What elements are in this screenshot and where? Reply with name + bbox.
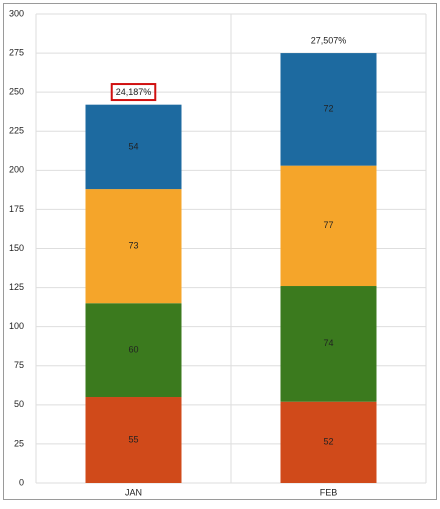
- y-tick-label: 225: [9, 126, 24, 136]
- bar-segment: [280, 53, 377, 166]
- y-tick-label: 0: [19, 477, 24, 487]
- x-tick-label: JAN: [125, 487, 142, 497]
- bar-segment: [280, 401, 377, 483]
- data-label: 60: [128, 344, 138, 354]
- bar-segment: [280, 286, 377, 402]
- y-tick-label: 125: [9, 282, 24, 292]
- y-tick-label: 300: [9, 8, 24, 18]
- data-label: 74: [323, 338, 333, 348]
- total-label: 24,187%: [116, 87, 152, 97]
- y-tick-label: 25: [14, 438, 24, 448]
- y-tick-label: 75: [14, 360, 24, 370]
- y-tick-label: 275: [9, 47, 24, 57]
- bar-segment: [85, 104, 182, 190]
- highlight-box: [110, 83, 157, 102]
- y-tick-label: 50: [14, 399, 24, 409]
- bar-segment: [85, 303, 182, 398]
- data-label: 55: [128, 434, 138, 444]
- data-label: 52: [323, 437, 333, 447]
- bar-segment: [280, 165, 377, 287]
- data-label: 54: [128, 141, 138, 151]
- data-label: 77: [323, 220, 333, 230]
- y-tick-label: 175: [9, 204, 24, 214]
- bar-segment: [85, 189, 182, 304]
- y-tick-label: 100: [9, 321, 24, 331]
- data-label: 73: [128, 241, 138, 251]
- total-label: 27,507%: [311, 35, 347, 45]
- y-tick-label: 150: [9, 243, 24, 253]
- data-label: 72: [323, 104, 333, 114]
- bar-segment: [85, 397, 182, 483]
- y-tick-label: 200: [9, 165, 24, 175]
- x-tick-label: FEB: [320, 487, 338, 497]
- y-tick-label: 250: [9, 87, 24, 97]
